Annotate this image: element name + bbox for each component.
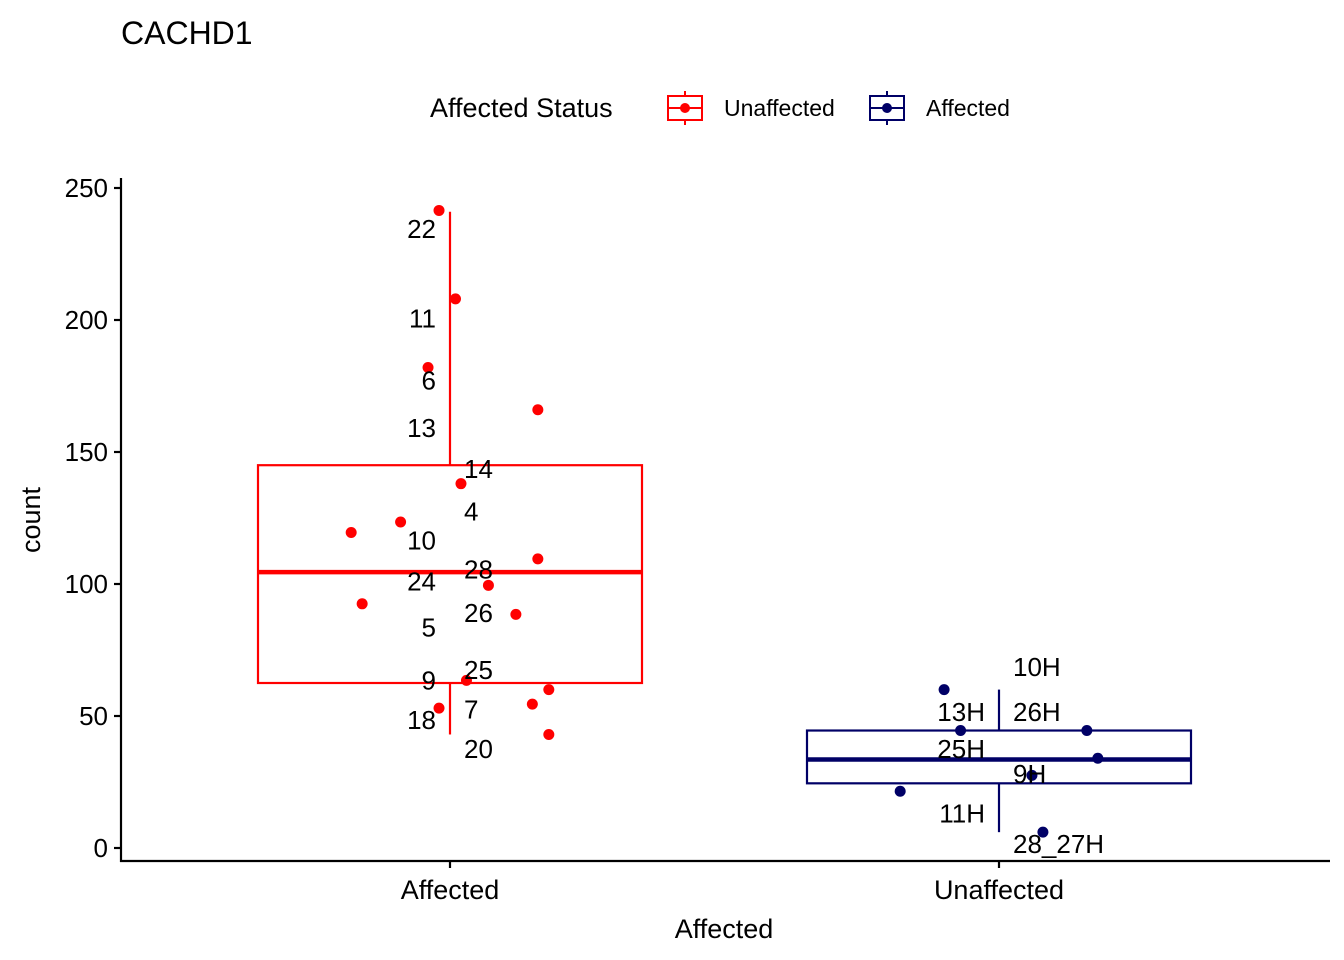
data-point xyxy=(894,785,906,797)
legend-title: Affected Status xyxy=(430,93,613,123)
data-point xyxy=(345,527,357,539)
data-point xyxy=(543,684,555,696)
point-label: 10 xyxy=(407,525,436,555)
data-point xyxy=(1026,769,1038,781)
y-tick-label: 100 xyxy=(65,569,108,599)
point-label: 28_27H xyxy=(1013,829,1104,859)
data-point xyxy=(433,204,445,216)
data-point xyxy=(526,698,538,710)
data-point xyxy=(395,516,407,528)
data-point xyxy=(532,553,544,565)
y-tick-label: 0 xyxy=(94,833,108,863)
point-label: 14 xyxy=(464,454,493,484)
data-point xyxy=(482,579,494,591)
box-body xyxy=(805,729,1193,785)
x-axis-title: Affected xyxy=(675,914,774,944)
chart-title: CACHD1 xyxy=(121,15,253,51)
point-label: 13 xyxy=(407,413,436,443)
point-label: 24 xyxy=(407,566,436,596)
point-label: 11H xyxy=(939,799,985,829)
y-tick-label: 150 xyxy=(65,437,108,467)
point-label: 5 xyxy=(422,613,436,643)
point-label: 26 xyxy=(464,598,493,628)
legend-label-unaffected: Unaffected xyxy=(724,95,835,121)
point-label: 25H xyxy=(937,734,985,764)
box-affected xyxy=(256,211,644,735)
data-point xyxy=(543,728,555,740)
point-label: 22 xyxy=(407,214,436,244)
data-point xyxy=(938,684,950,696)
legend: Affected Status Unaffected Affected xyxy=(430,91,1010,125)
y-tick-label: 250 xyxy=(65,173,108,203)
axes: 0 50 100 150 200 250 Affected Unaffected xyxy=(65,173,1330,905)
legend-key-unaffected xyxy=(667,91,703,125)
legend-key-affected xyxy=(869,91,905,125)
point-label: 7 xyxy=(464,694,478,724)
point-label: 28 xyxy=(464,554,493,584)
point-label: 9H xyxy=(1013,759,1046,789)
data-point xyxy=(422,362,434,374)
data-point xyxy=(449,293,461,305)
point-label: 25 xyxy=(464,655,493,685)
point-label: 13H xyxy=(937,697,985,727)
data-point xyxy=(455,478,467,490)
x-tick-label: Unaffected xyxy=(934,875,1064,905)
data-point xyxy=(1092,752,1104,764)
x-tick-label: Affected xyxy=(401,875,500,905)
y-tick-label: 50 xyxy=(79,701,108,731)
y-tick-label: 200 xyxy=(65,305,108,335)
data-point xyxy=(510,608,522,620)
legend-label-affected: Affected xyxy=(926,95,1010,121)
y-axis-title: count xyxy=(16,486,46,553)
data-point xyxy=(955,725,967,737)
point-label: 18 xyxy=(407,705,436,735)
point-label: 10H xyxy=(1013,652,1061,682)
data-point xyxy=(433,702,445,714)
point-label: 11 xyxy=(409,304,436,334)
plot-area: 22 11 6 13 14 4 10 28 24 26 5 25 97 18 20 10H 13H 26H 25H 9… xyxy=(256,204,1193,859)
point-label: 6 xyxy=(422,366,436,396)
data-point xyxy=(1081,725,1093,737)
point-label: 4 xyxy=(464,496,478,526)
data-point xyxy=(356,598,368,610)
point-label: 26H xyxy=(1013,697,1061,727)
box-unaffected xyxy=(805,689,1193,833)
point-label: 20 xyxy=(464,734,493,764)
point-label: 9 xyxy=(422,665,436,695)
data-point xyxy=(532,404,544,416)
data-point xyxy=(460,674,472,686)
data-point xyxy=(1037,826,1049,838)
